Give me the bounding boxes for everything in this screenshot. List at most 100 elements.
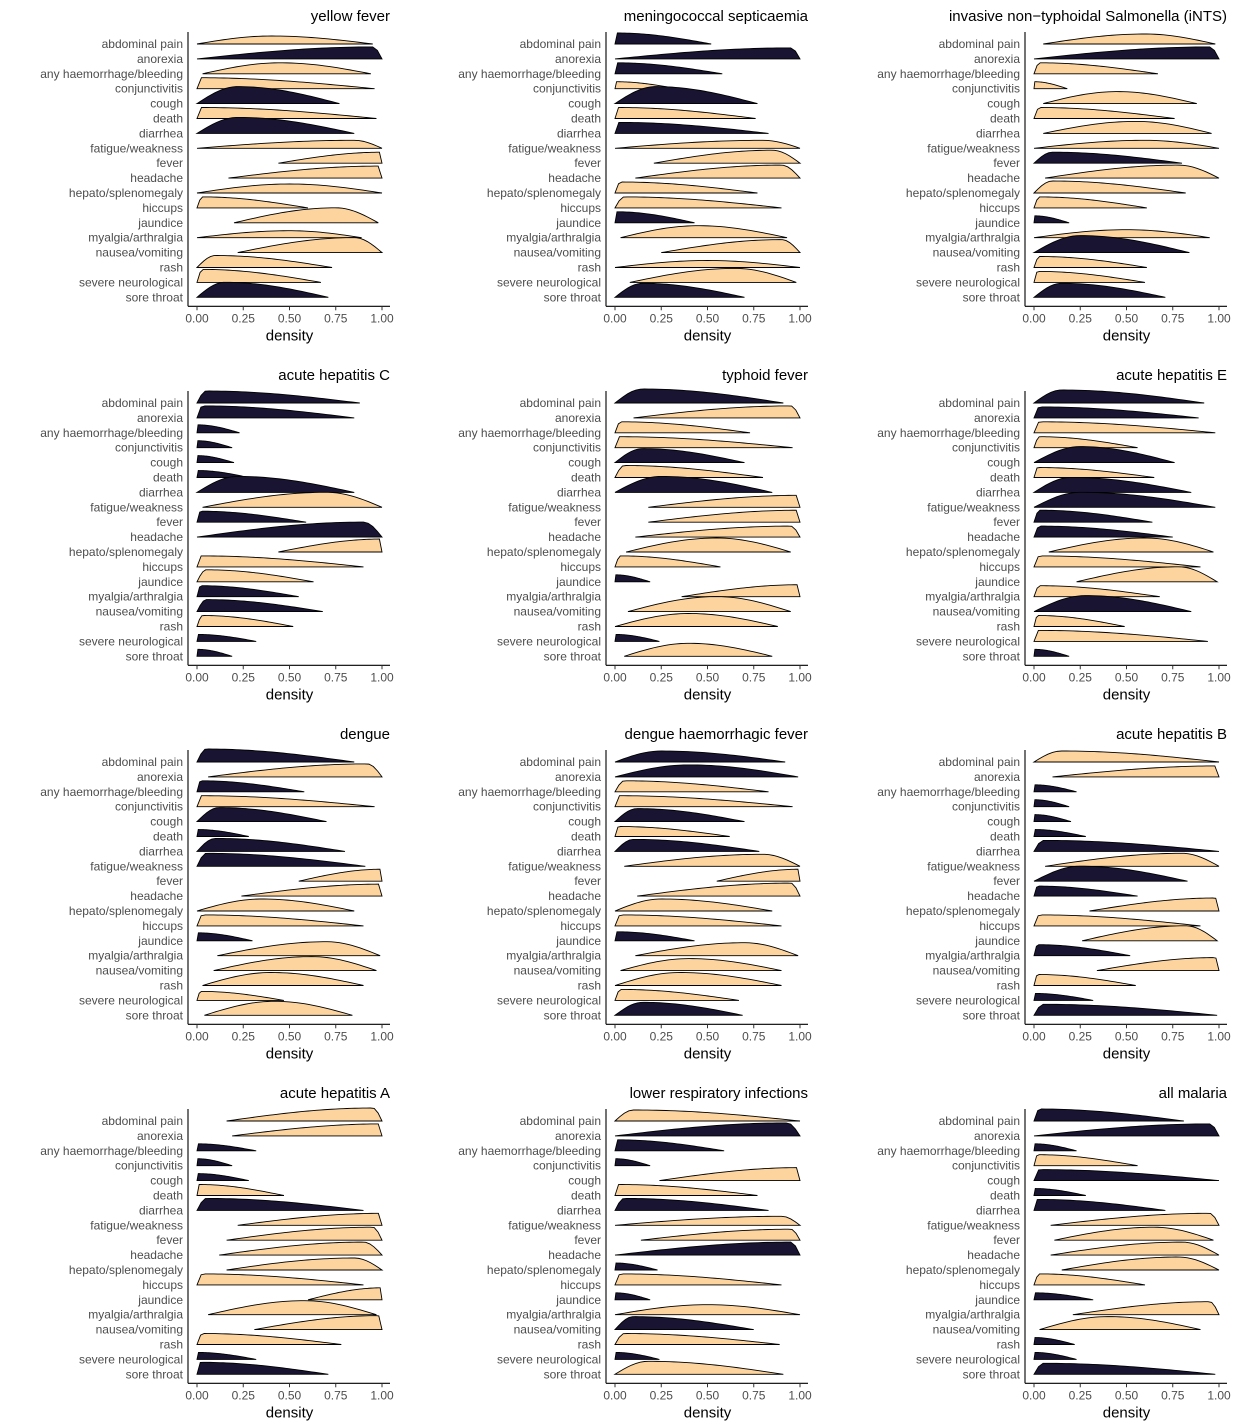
x-tick-label: 0.75 (324, 670, 348, 684)
density-ridge (195, 86, 340, 105)
row-label: cough (150, 815, 183, 829)
density-ridge (278, 151, 383, 164)
row-label: jaundice (555, 1293, 601, 1307)
row-label: abdominal pain (102, 37, 183, 51)
row-label: diarrhea (557, 126, 601, 140)
row-label: severe neurological (916, 1352, 1020, 1366)
row-label: hiccups (560, 201, 601, 215)
density-ridge (202, 972, 364, 986)
density-ridge (614, 1139, 725, 1152)
row-label: fever (574, 515, 601, 529)
panel-title: lower respiratory infections (630, 1085, 808, 1102)
density-ridge (219, 1241, 384, 1256)
density-ridge (613, 1001, 743, 1016)
density-ridge (1033, 615, 1125, 627)
density-ridge (648, 494, 801, 508)
x-tick-label: 0.25 (232, 1388, 256, 1402)
row-label: anorexia (555, 52, 601, 66)
density-ridge (1033, 914, 1201, 927)
row-label: myalgia/arthralgia (925, 1308, 1020, 1322)
row-label: myalgia/arthralgia (88, 231, 183, 245)
density-ridge (681, 584, 801, 598)
row-label: severe neurological (497, 1352, 601, 1366)
panel-8: acute hepatitis B abdominal painanorexiaa… (877, 726, 1231, 1062)
density-ridge (196, 1158, 233, 1167)
row-label: anorexia (137, 1129, 183, 1143)
density-ridge (1033, 839, 1220, 852)
density-ridge (1033, 81, 1068, 90)
x-axis-title: density (266, 686, 314, 703)
density-ridge (1045, 164, 1220, 179)
x-tick-label: 1.00 (1207, 670, 1231, 684)
row-label: anorexia (137, 52, 183, 66)
panel-2: invasive non−typhoidal Salmonella (iNTS)… (877, 8, 1231, 344)
row-label: jaundice (974, 1293, 1020, 1307)
density-ridge (614, 1122, 801, 1137)
row-label: sore throat (544, 1367, 602, 1381)
row-label: fatigue/weakness (927, 1218, 1020, 1232)
x-tick-label: 0.75 (1161, 311, 1185, 325)
density-ridge (195, 807, 327, 823)
row-label: any haemorrhage/bleeding (877, 426, 1020, 440)
x-tick-label: 0.50 (278, 311, 302, 325)
row-label: any haemorrhage/bleeding (40, 785, 183, 799)
density-ridge (1033, 1362, 1216, 1375)
row-label: hiccups (560, 919, 601, 933)
density-ridge (1033, 1198, 1166, 1211)
row-label: severe neurological (79, 993, 183, 1007)
row-label: diarrhea (557, 844, 601, 858)
density-ridge (1033, 107, 1175, 119)
density-ridge (196, 1197, 364, 1211)
density-ridge (614, 421, 751, 434)
row-label: abdominal pain (939, 1114, 1020, 1128)
row-label: cough (568, 97, 601, 111)
x-axis-title: density (1103, 327, 1151, 344)
row-label: fever (574, 874, 601, 888)
row-label: sore throat (126, 290, 184, 304)
density-ridge (196, 599, 323, 613)
row-label: diarrhea (976, 126, 1020, 140)
density-ridge (208, 763, 383, 778)
density-ridge (1032, 476, 1192, 493)
density-ridge (1033, 256, 1147, 268)
row-label: fever (574, 156, 601, 170)
row-label: headache (130, 889, 183, 903)
density-ridge (1033, 974, 1136, 986)
row-label: cough (987, 97, 1020, 111)
row-label: conjunctivitis (952, 441, 1020, 455)
row-label: jaundice (137, 934, 183, 948)
density-ridge (196, 424, 240, 434)
density-ridge (629, 267, 797, 283)
density-ridge (637, 882, 801, 897)
density-ridge (614, 436, 793, 449)
density-ridge (1052, 765, 1220, 778)
row-label: hepato/splenomegaly (487, 186, 601, 200)
row-label: any haemorrhage/bleeding (877, 785, 1020, 799)
x-tick-label: 0.50 (696, 1388, 720, 1402)
density-ridge (614, 574, 651, 583)
x-tick-label: 0.50 (696, 1029, 720, 1043)
density-ridge (1033, 1123, 1220, 1137)
row-label: any haemorrhage/bleeding (458, 1144, 601, 1158)
row-label: death (571, 1189, 601, 1203)
x-tick-label: 0.00 (1022, 670, 1046, 684)
density-ridge (1033, 829, 1086, 837)
density-ridge (614, 1158, 651, 1167)
row-label: nausea/vomiting (96, 605, 183, 619)
row-label: nausea/vomiting (96, 964, 183, 978)
row-label: nausea/vomiting (933, 964, 1020, 978)
row-label: jaundice (974, 216, 1020, 230)
density-ridge (625, 537, 791, 553)
density-ridge (716, 868, 801, 882)
row-label: myalgia/arthralgia (925, 590, 1020, 604)
row-label: fatigue/weakness (927, 859, 1020, 873)
x-tick-label: 0.25 (1069, 670, 1093, 684)
row-label: myalgia/arthralgia (925, 949, 1020, 963)
row-label: fever (993, 874, 1020, 888)
x-tick-label: 0.75 (742, 311, 766, 325)
density-ridge (614, 931, 695, 942)
x-axis-title: density (684, 1404, 732, 1421)
row-label: severe neurological (916, 634, 1020, 648)
density-ridge (1050, 1212, 1220, 1226)
density-ridge (232, 1123, 383, 1137)
